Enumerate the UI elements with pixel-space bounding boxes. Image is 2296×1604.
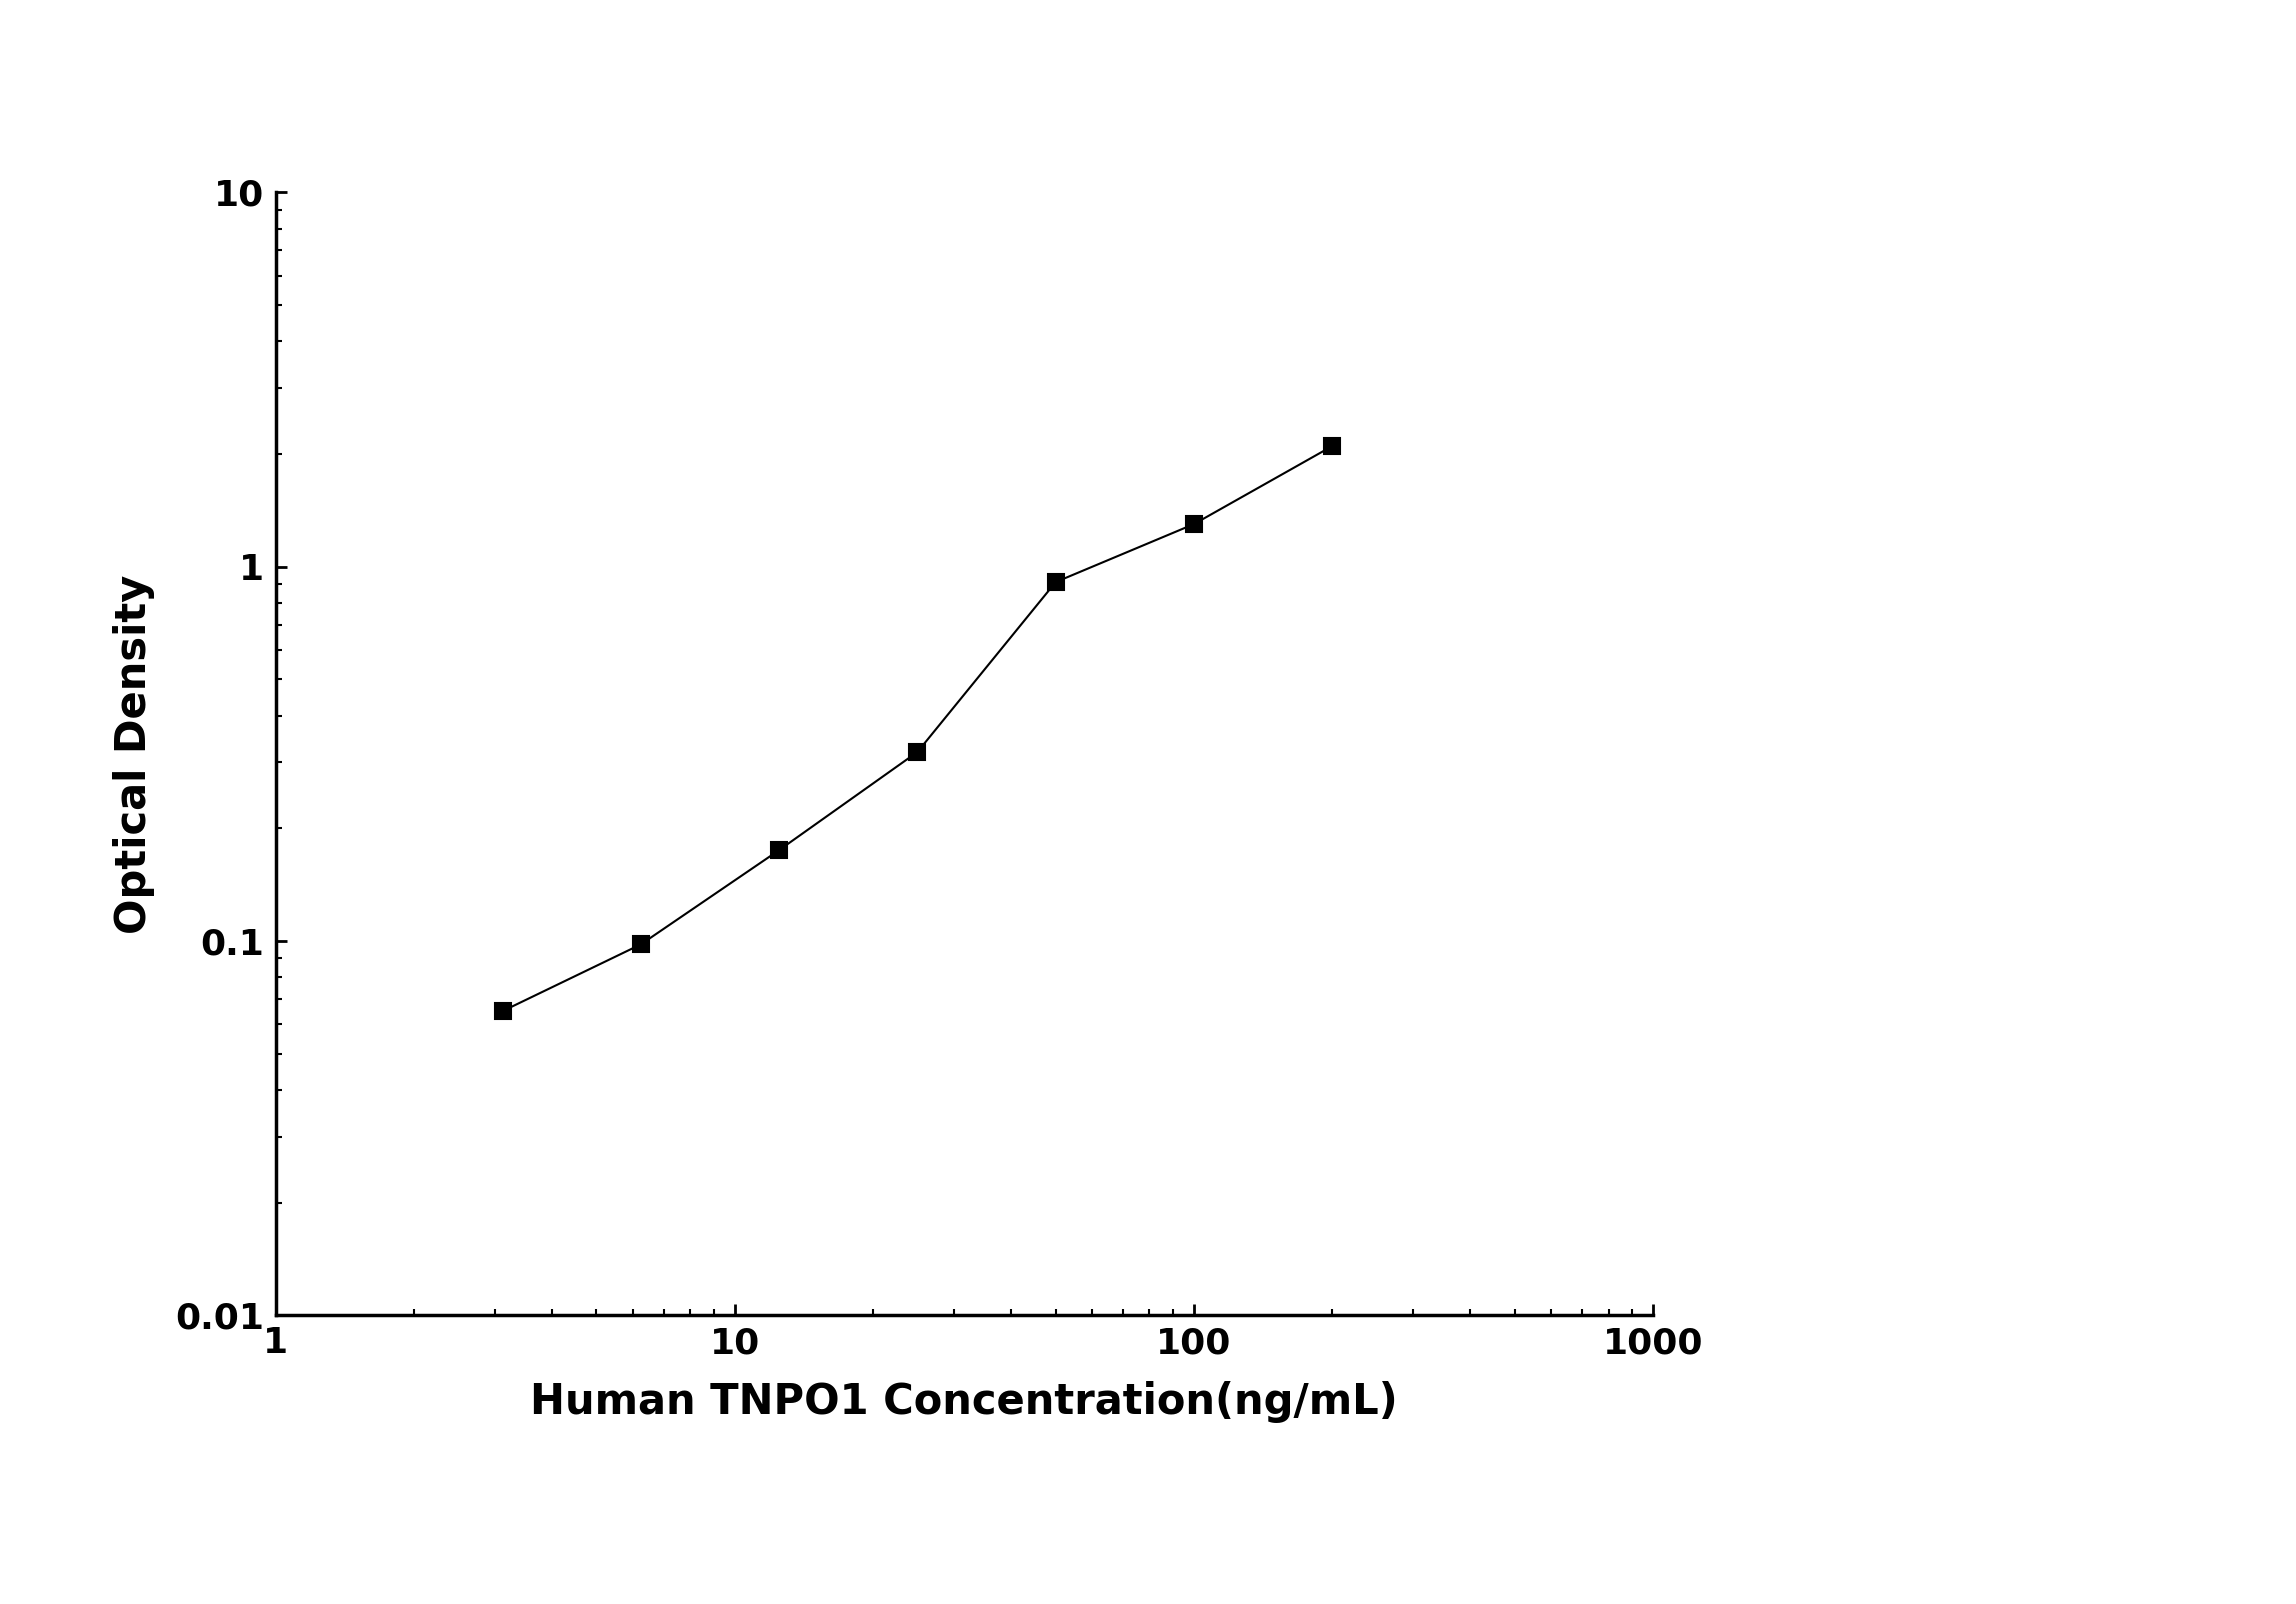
- X-axis label: Human TNPO1 Concentration(ng/mL): Human TNPO1 Concentration(ng/mL): [530, 1381, 1398, 1423]
- Y-axis label: Optical Density: Optical Density: [113, 574, 154, 934]
